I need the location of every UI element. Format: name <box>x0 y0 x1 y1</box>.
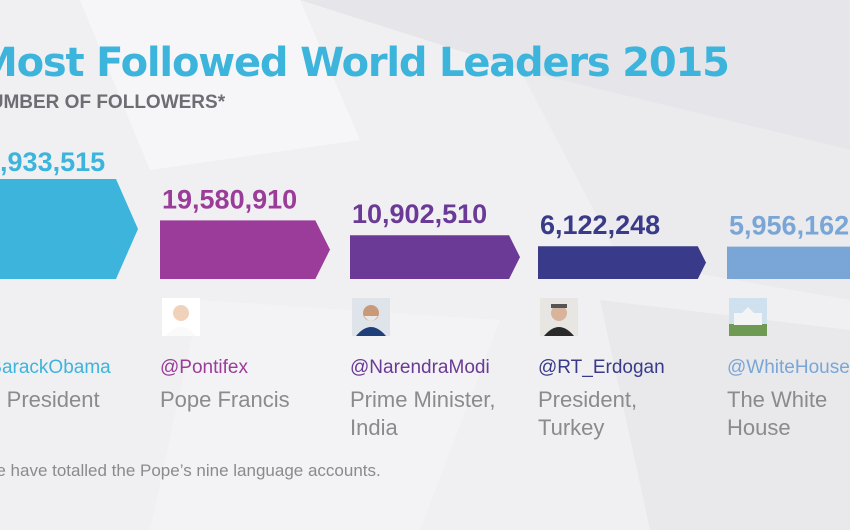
bar-whitehouse <box>727 246 850 279</box>
role-label: House <box>727 415 791 440</box>
modi-portrait-icon <box>352 298 390 336</box>
erdogan-portrait-icon <box>540 298 578 336</box>
handle-label: @RT_Erdogan <box>538 357 665 378</box>
footnote: *We have totalled the Pope’s nine langua… <box>0 461 381 480</box>
role-label: India <box>350 415 398 440</box>
value-label: 10,902,510 <box>352 199 487 229</box>
value-label: 5,956,162 <box>729 211 849 241</box>
role-label: Prime Minister, <box>350 387 495 412</box>
bar-rt_erdogan <box>538 246 706 279</box>
pope-portrait-icon <box>162 298 200 336</box>
white-house-icon <box>729 298 767 336</box>
role-label: Pope Francis <box>160 387 290 412</box>
chart-subtitle: NUMBER OF FOLLOWERS* <box>0 92 226 113</box>
value-label: 19,580,910 <box>162 184 297 214</box>
bar-narendramodi <box>350 235 520 279</box>
bar-pontifex <box>160 220 330 279</box>
value-label: 56,933,515 <box>0 147 105 177</box>
role-label: US President <box>0 387 100 412</box>
chart-title: Most Followed World Leaders 2015 <box>0 40 730 86</box>
handle-label: @Pontifex <box>160 357 248 378</box>
role-label: President, <box>538 387 637 412</box>
role-label: Turkey <box>538 415 604 440</box>
handle-label: @BarackObama <box>0 357 111 378</box>
value-label: 6,122,248 <box>540 210 660 240</box>
role-label: The White <box>727 387 827 412</box>
bar-barackobama <box>0 179 138 279</box>
handle-label: @WhiteHouse <box>727 357 850 378</box>
handle-label: @NarendraModi <box>350 357 490 378</box>
